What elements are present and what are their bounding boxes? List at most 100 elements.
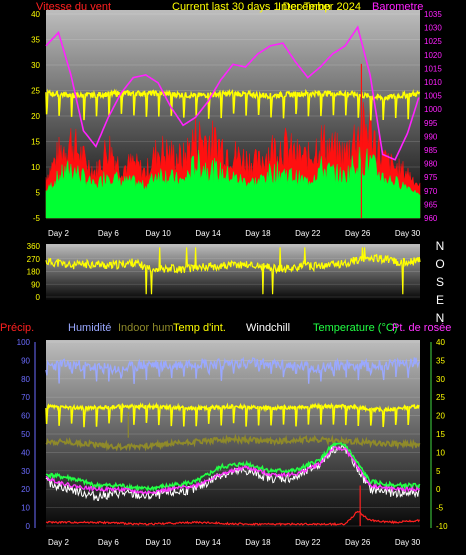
direction-series xyxy=(45,247,421,295)
barometer-tick-label: 965 xyxy=(424,200,438,209)
barometer-tick-label: 980 xyxy=(424,160,438,169)
barometer-tick-label: 970 xyxy=(424,187,438,196)
wind-tick-label: 40 xyxy=(31,10,40,19)
wind-tick-label: 10 xyxy=(31,163,40,172)
temperature-tick-label: 25 xyxy=(436,393,445,402)
chart-title-overlay: Inter-Temp xyxy=(278,1,331,13)
compass-label: N xyxy=(436,311,445,325)
humidity-tick-label: 90 xyxy=(21,356,30,365)
barometer-tick-label: 1035 xyxy=(424,10,442,19)
wind-x-tick-label: Day 2 xyxy=(48,229,69,238)
barometer-tick-label: 985 xyxy=(424,146,438,155)
legend-dewpoint: Pt. de rosée xyxy=(392,322,451,334)
temperature-tick-label: -10 xyxy=(436,522,448,531)
temperature-legend: Précip. Humidité Indoor hum Temp d'int. … xyxy=(0,322,451,334)
wind-x-tick-label: Day 22 xyxy=(295,229,321,238)
humidity-tick-label: 60 xyxy=(21,412,30,421)
direction-tick-label: 90 xyxy=(31,280,40,289)
barometer-tick-label: 1020 xyxy=(424,51,442,60)
wind-x-tick-label: Day 18 xyxy=(245,229,271,238)
humidity-tick-label: 70 xyxy=(21,393,30,402)
barometer-label: Barometre xyxy=(372,1,423,13)
temperature-tick-label: 20 xyxy=(436,412,445,421)
temperature-x-tick-label: Day 30 xyxy=(395,538,421,547)
wind-tick-label: -5 xyxy=(33,214,41,223)
wind-x-ticks: Day 2 Day 6 Day 10 Day 14 Day 18 Day 22 Day 26… xyxy=(48,229,421,238)
wind-y-ticks: 40 35 30 25 20 15 10 5 -5 xyxy=(31,10,40,223)
wind-tick-label: 35 xyxy=(31,36,40,45)
barometer-y-ticks: 1035 1030 1025 1020 1015 1010 1005 1000 995 990 98… xyxy=(424,10,442,223)
barometer-tick-label: 990 xyxy=(424,132,438,141)
legend-humidity: Humidité xyxy=(68,322,111,334)
wind-x-tick-label: Day 10 xyxy=(146,229,172,238)
wind-x-tick-label: Day 6 xyxy=(98,229,119,238)
wind-direction-line xyxy=(45,247,421,295)
dewpoint-line xyxy=(45,445,421,495)
humidity-tick-label: 10 xyxy=(21,504,30,513)
temperature-tick-label: 30 xyxy=(436,375,445,384)
wind-tick-label: 5 xyxy=(36,189,41,198)
temperature-tick-label: 5 xyxy=(436,467,441,476)
humidity-tick-label: 40 xyxy=(21,448,30,457)
temperature-tick-label: 15 xyxy=(436,430,445,439)
temperature-y-ticks: 40 35 30 25 20 15 10 5 0 -5 -10 xyxy=(436,338,448,531)
barometer-tick-label: 1015 xyxy=(424,64,442,73)
temperature-x-tick-label: Day 14 xyxy=(195,538,221,547)
direction-tick-label: 0 xyxy=(36,293,41,302)
compass-label: O xyxy=(435,257,444,271)
temperature-x-tick-label: Day 2 xyxy=(48,538,69,547)
wind-speed-label: Vitesse du vent xyxy=(36,1,111,13)
wind-series xyxy=(45,25,421,219)
direction-grid xyxy=(46,245,420,298)
indoor-hum-line xyxy=(45,433,421,452)
legend-indoor-hum: Indoor hum xyxy=(118,322,174,334)
temperature-x-tick-label: Day 18 xyxy=(245,538,271,547)
temperature-line xyxy=(45,442,421,493)
compass-label: S xyxy=(436,275,444,289)
barometer-tick-label: 1030 xyxy=(424,24,442,33)
temperature-series xyxy=(45,356,421,527)
temperature-x-tick-label: Day 6 xyxy=(98,538,119,547)
wind-x-tick-label: Day 14 xyxy=(195,229,221,238)
temperature-tick-label: 40 xyxy=(436,338,445,347)
wind-barometer-chart: Vitesse du vent Current last 30 days 1 D… xyxy=(31,1,442,238)
temperature-tick-label: 35 xyxy=(436,356,445,365)
barometer-tick-label: 1005 xyxy=(424,92,442,101)
wind-tick-label: 30 xyxy=(31,61,40,70)
temperature-tick-label: 0 xyxy=(436,485,441,494)
indoor-temp-line xyxy=(45,401,420,428)
humidity-tick-label: 0 xyxy=(26,522,31,531)
direction-plot-area xyxy=(46,244,420,300)
barometer-line xyxy=(45,25,420,161)
direction-tick-label: 180 xyxy=(27,268,41,277)
legend-indoor-temp: Temp d'int. xyxy=(173,322,226,334)
humidity-tick-label: 50 xyxy=(21,430,30,439)
chart-title: Current last 30 days 1 December 2024 xyxy=(172,1,361,13)
barometer-tick-label: 1025 xyxy=(424,37,442,46)
humidity-line xyxy=(45,356,421,384)
humidity-tick-label: 100 xyxy=(17,338,31,347)
legend-windchill: Windchill xyxy=(246,322,290,334)
barometer-tick-label: 1000 xyxy=(424,105,442,114)
humidity-tick-label: 80 xyxy=(21,375,30,384)
barometer-tick-label: 975 xyxy=(424,173,438,182)
wind-x-tick-label: Day 26 xyxy=(345,229,371,238)
barometer-tick-label: 1010 xyxy=(424,78,442,87)
barometer-tick-label: 960 xyxy=(424,214,438,223)
indoor-temp-line xyxy=(45,88,421,121)
compass-label: N xyxy=(436,239,445,253)
direction-tick-label: 270 xyxy=(27,255,41,264)
compass-label: E xyxy=(436,293,444,307)
temperature-x-ticks: Day 2 Day 6 Day 10 Day 14 Day 18 Day 22 Day 26… xyxy=(48,538,421,547)
humidity-tick-label: 20 xyxy=(21,485,30,494)
humidity-tick-label: 30 xyxy=(21,467,30,476)
legend-temperature: Temperature (°C) xyxy=(313,322,397,334)
wind-x-tick-label: Day 30 xyxy=(395,229,421,238)
direction-y-ticks: 360 270 180 90 0 xyxy=(27,242,41,302)
wind-tick-label: 20 xyxy=(31,112,40,121)
temperature-x-tick-label: Day 10 xyxy=(146,538,172,547)
direction-tick-label: 360 xyxy=(27,242,41,251)
